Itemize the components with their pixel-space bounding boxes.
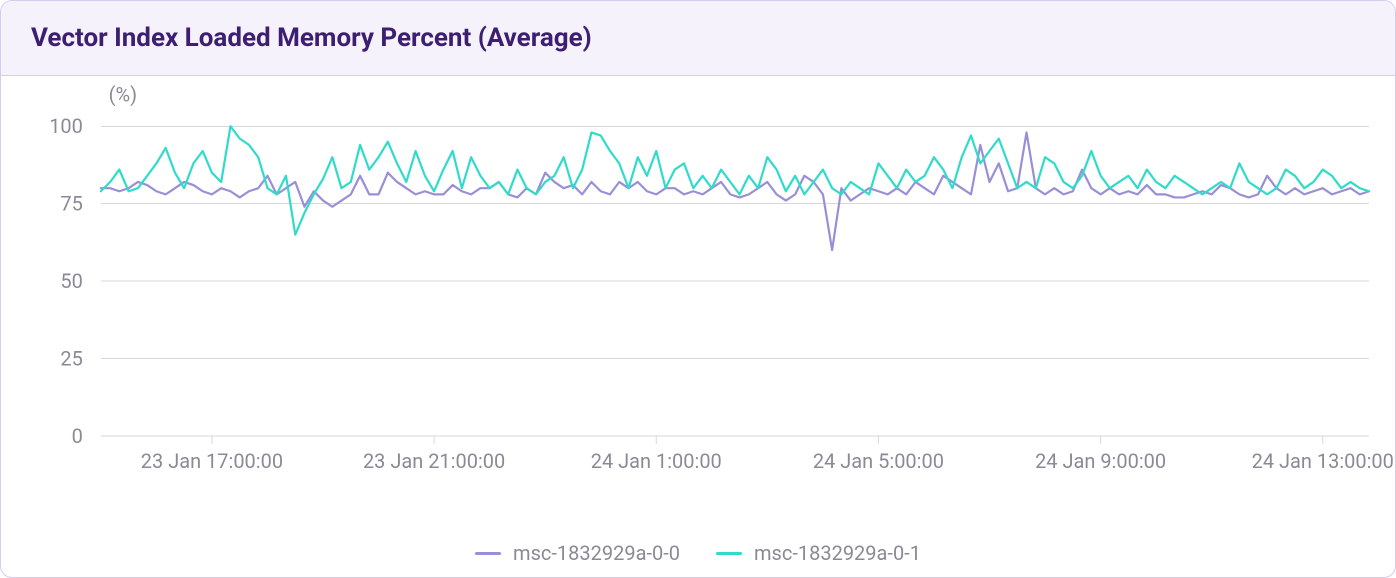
legend-label: msc-1832929a-0-1 (754, 541, 921, 565)
y-tick-label: 75 (60, 192, 82, 216)
x-tick-label: 23 Jan 17:00:00 (141, 449, 283, 473)
chart-legend: msc-1832929a-0-0 msc-1832929a-0-1 (1, 529, 1395, 577)
y-unit-label: (%) (109, 82, 137, 106)
x-tick-label: 24 Jan 9:00:00 (1035, 449, 1166, 473)
legend-label: msc-1832929a-0-0 (513, 541, 680, 565)
y-tick-label: 100 (49, 114, 83, 138)
panel-title: Vector Index Loaded Memory Percent (Aver… (31, 23, 1365, 53)
series-line (101, 126, 1369, 234)
legend-swatch (475, 552, 501, 555)
x-tick-label: 24 Jan 1:00:00 (591, 449, 722, 473)
legend-item[interactable]: msc-1832929a-0-0 (475, 541, 680, 565)
x-tick-label: 24 Jan 13:00:00 (1252, 449, 1394, 473)
x-tick-label: 23 Jan 21:00:00 (363, 449, 505, 473)
series-line (101, 132, 1369, 250)
chart-area: 0 25 50 75 100 (%) 23 Jan 17:00:00 23 Jan 21:00… (1, 76, 1395, 577)
line-chart: 0 25 50 75 100 (%) 23 Jan 17:00:00 23 Jan 21:00… (1, 76, 1395, 529)
metric-panel: Vector Index Loaded Memory Percent (Aver… (0, 0, 1396, 578)
x-tick-label: 24 Jan 5:00:00 (813, 449, 944, 473)
legend-item[interactable]: msc-1832929a-0-1 (716, 541, 921, 565)
panel-header: Vector Index Loaded Memory Percent (Aver… (1, 1, 1395, 76)
y-tick-label: 50 (60, 269, 82, 293)
y-tick-label: 25 (60, 346, 82, 370)
legend-swatch (716, 552, 742, 555)
y-tick-label: 0 (72, 424, 83, 448)
